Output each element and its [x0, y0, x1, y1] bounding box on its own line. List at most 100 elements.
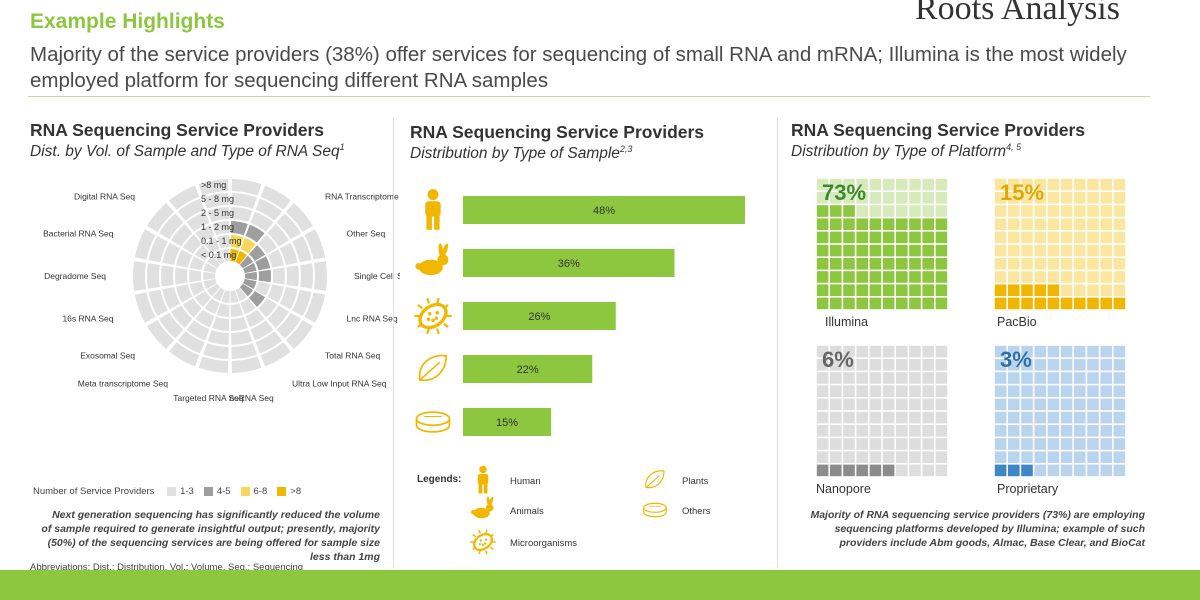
waffle-cell [935, 398, 948, 411]
bar [463, 408, 552, 436]
abbreviations: Abbreviations: Dist.: Distribution, Vol.… [30, 562, 304, 573]
waffle-cell [1060, 385, 1073, 397]
waffle-cell [1047, 258, 1060, 270]
waffle-cell [1113, 178, 1126, 191]
heatmap-cell [231, 179, 262, 196]
waffle-cell [896, 359, 908, 371]
bar [463, 249, 675, 277]
waffle-cell [1021, 231, 1033, 244]
waffle-cell [994, 372, 1007, 384]
category-label: Single Cell Seq [354, 271, 400, 281]
waffle-cell [1113, 359, 1126, 371]
heatmap-cell [276, 213, 302, 240]
waffle-cell [1021, 425, 1033, 437]
waffle-cell [869, 205, 882, 217]
waffle-cell [994, 258, 1007, 270]
waffle-cell [1100, 258, 1112, 270]
heatmap-cell [258, 298, 278, 318]
waffle-cell [896, 385, 908, 397]
waffle-chart [816, 178, 948, 310]
heatmap-cell [244, 271, 257, 281]
waffle-cell [816, 385, 829, 397]
waffle-cell [869, 345, 882, 358]
waffle-cell [843, 258, 855, 270]
heatmap-cell [285, 319, 314, 350]
heatmap-cell [267, 249, 284, 268]
heatmap-cell [189, 281, 205, 296]
waffle-cell [935, 425, 948, 437]
waffle-cell [922, 271, 934, 283]
ring-label: >8 mg [201, 180, 226, 190]
leaf-icon [418, 354, 448, 382]
waffle-cell [1100, 398, 1112, 411]
waffle-cell [830, 425, 842, 437]
waffle-cell [1074, 271, 1086, 283]
waffle-cell [1047, 205, 1060, 217]
waffle-cell [882, 359, 895, 371]
waffle-cell [856, 244, 868, 257]
waffle-cell [869, 178, 882, 191]
heatmap-cell [250, 211, 274, 232]
petri-dish-icon [415, 411, 451, 433]
bar [463, 196, 745, 224]
waffle-cell [816, 178, 829, 191]
waffle-cell [935, 464, 948, 477]
heatmap-cell [267, 224, 290, 247]
waffle-cell [1047, 438, 1060, 450]
headline: Majority of the service providers (38%) … [30, 43, 1127, 92]
panel3-note: Majority of RNA sequencing service provi… [810, 509, 1145, 549]
waffle-cell [994, 345, 1007, 358]
waffle-cell [1087, 258, 1099, 270]
waffle-cell [830, 205, 842, 217]
waffle-cell [935, 244, 948, 257]
heatmap-cell [158, 312, 184, 339]
waffle-cell [882, 284, 895, 296]
waffle-cell [1047, 178, 1060, 191]
heatmap-cell [177, 331, 205, 354]
waffle-cell [1008, 372, 1020, 384]
panel2-subtitle: Distribution by Type of Sample2,3 [410, 144, 632, 163]
waffle-cell [909, 425, 921, 437]
heatmap-cell [255, 281, 271, 296]
waffle-cell [935, 284, 948, 296]
waffle-cell [909, 359, 921, 371]
waffle-cell [843, 359, 855, 371]
heatmap-cell [212, 316, 230, 331]
heatmap-cell [267, 305, 290, 328]
waffle-cell [994, 385, 1007, 397]
legend-swatch [277, 486, 287, 496]
waffle-cell [909, 258, 921, 270]
waffle-cell [1060, 359, 1073, 371]
waffle-cell [1100, 385, 1112, 397]
waffle-cell [1034, 345, 1046, 358]
waffle-percent-label: 6% [822, 347, 854, 372]
legend-label: Human [510, 476, 541, 487]
waffle-cell [856, 451, 868, 463]
waffle-cell [1087, 411, 1099, 424]
waffle-cell [843, 244, 855, 257]
waffle-cell [1008, 411, 1020, 424]
waffle-series-label: Nanopore [816, 482, 871, 496]
waffle-cell [1008, 345, 1020, 358]
waffle-cell [1113, 284, 1126, 296]
bar-value-label: 15% [496, 417, 518, 429]
waffle-cell [922, 372, 934, 384]
waffle-cell [1034, 218, 1046, 230]
waffle-cell [830, 258, 842, 270]
waffle-cell [830, 451, 842, 463]
category-label: RNA Transcriptome Seq [325, 191, 400, 201]
waffle-cell [922, 411, 934, 424]
waffle-cell [1034, 425, 1046, 437]
legend-swatch [240, 486, 250, 496]
waffle-cell [1060, 231, 1073, 244]
waffle-cell [856, 231, 868, 244]
waffle-cell [830, 284, 842, 296]
waffle-cell [994, 464, 1007, 477]
waffle-cell [882, 192, 895, 204]
heatmap-cell [230, 235, 244, 249]
heatmap-cell [133, 261, 147, 291]
waffle-cell [843, 192, 855, 204]
waffle-cell [994, 359, 1007, 371]
waffle-cell [1074, 297, 1086, 310]
waffle-cell [1021, 372, 1033, 384]
